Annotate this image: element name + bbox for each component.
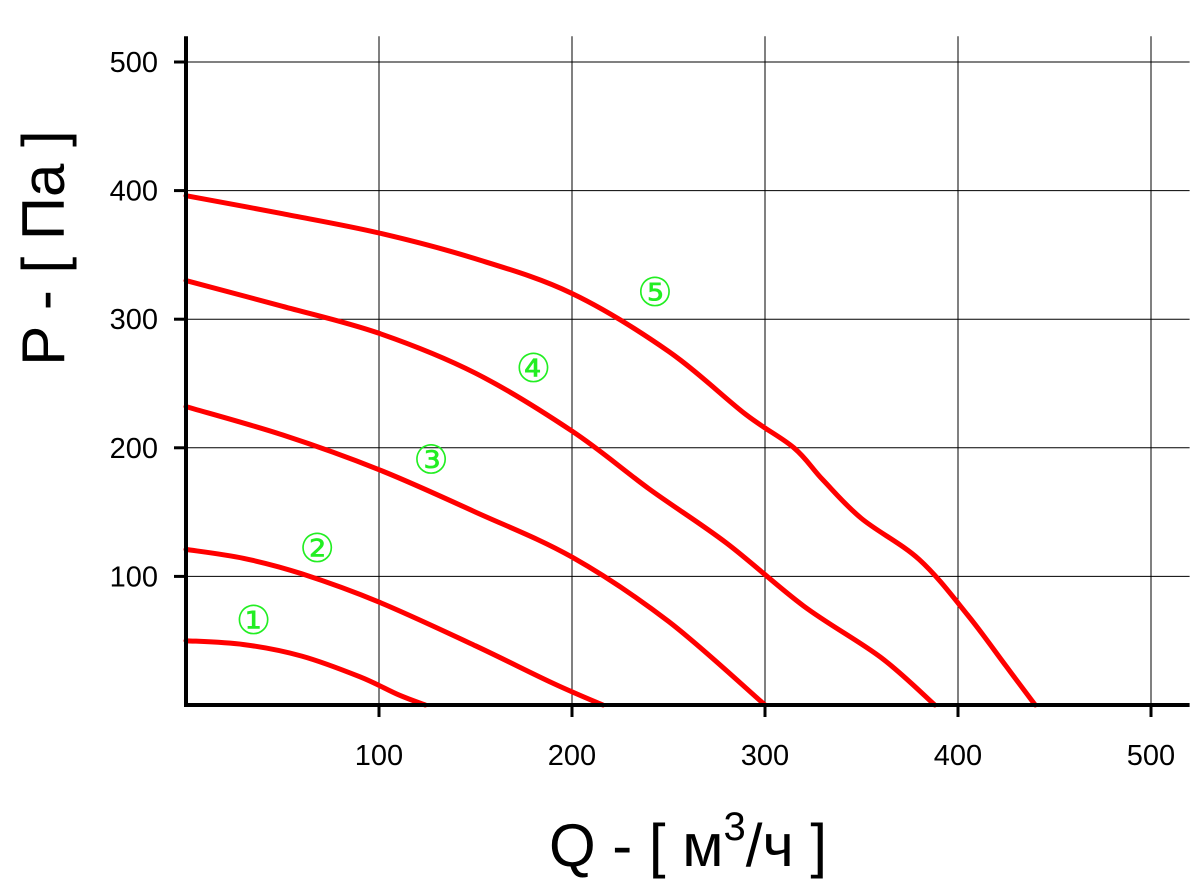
- curve-labels: ①② ③ ④ ⑤: [236, 270, 673, 644]
- y-tick-label-100: 100: [110, 561, 158, 593]
- x-tick-label-500: 500: [1127, 740, 1175, 772]
- y-tick-label-200: 200: [110, 433, 158, 465]
- axes: [174, 36, 1190, 717]
- x-tick-label-100: 100: [355, 740, 403, 772]
- curve-label-1: ①: [236, 598, 272, 644]
- x-axis-title-main: Q - [ м: [549, 812, 724, 879]
- y-axis-title: P - [ Па ]: [10, 130, 77, 365]
- curve-2: [183, 546, 606, 708]
- curve-3: [183, 404, 768, 708]
- curves: [183, 193, 1038, 708]
- x-tick-label-400: 400: [934, 740, 982, 772]
- curve-label-3: ③: [413, 437, 449, 483]
- curve-label-2: ②: [299, 526, 335, 572]
- grid: [186, 36, 1190, 705]
- x-axis-title: Q - [ м3/ч ]: [549, 805, 827, 879]
- curve-4: [183, 278, 938, 708]
- tick-labels: 100 200 300 400 500 100 200 300 400 500: [110, 47, 1176, 772]
- curve-5: [183, 193, 1038, 708]
- y-tick-label-300: 300: [110, 304, 158, 336]
- x-axis-title-sup: 3: [724, 805, 746, 849]
- x-tick-label-200: 200: [548, 740, 596, 772]
- curve-1: [183, 638, 428, 708]
- curve-label-5: ⑤: [637, 270, 673, 316]
- y-tick-label-400: 400: [110, 176, 158, 208]
- x-tick-label-300: 300: [741, 740, 789, 772]
- curve-label-4: ④: [515, 346, 551, 392]
- y-tick-label-500: 500: [110, 47, 158, 79]
- x-axis-title-suffix: /ч ]: [746, 812, 827, 879]
